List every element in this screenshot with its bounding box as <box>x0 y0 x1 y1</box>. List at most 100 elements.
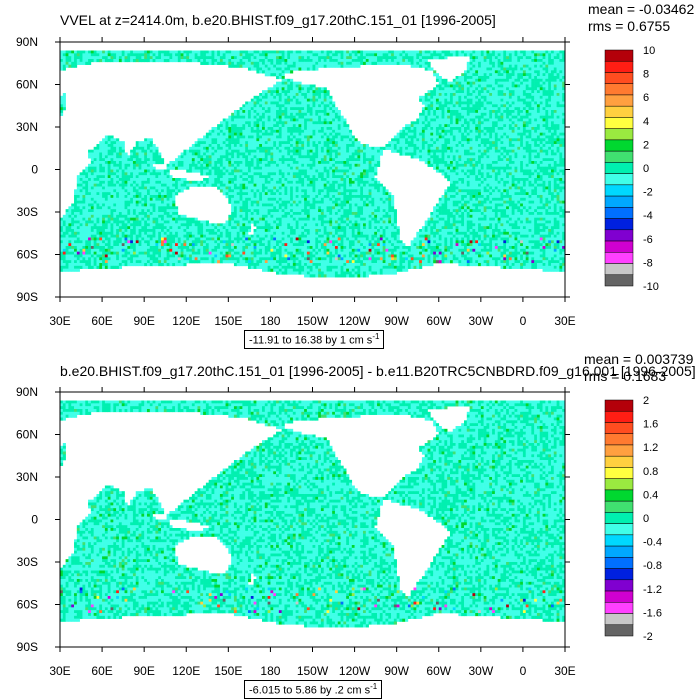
field-cell <box>553 107 557 111</box>
field-cell <box>306 50 310 54</box>
field-cell <box>531 81 535 85</box>
field-cell <box>517 93 521 97</box>
field-cell <box>146 53 151 57</box>
field-cell <box>458 138 462 142</box>
field-cell <box>312 172 316 176</box>
field-cell <box>217 141 221 145</box>
field-cell <box>410 56 414 60</box>
field-cell <box>318 135 322 139</box>
field-cell <box>189 163 193 167</box>
field-cell <box>141 56 145 60</box>
field-cell <box>539 146 543 150</box>
field-cell <box>492 152 496 156</box>
field-cell <box>267 121 271 125</box>
field-cell <box>550 124 555 128</box>
field-cell <box>351 149 355 153</box>
field-cell <box>287 50 291 54</box>
field-cell <box>245 172 249 176</box>
field-cell <box>309 87 313 91</box>
field-cell <box>177 53 181 57</box>
field-cell <box>256 70 260 74</box>
field-cell <box>377 152 381 156</box>
field-cell <box>508 115 512 119</box>
field-cell <box>309 132 313 136</box>
field-cell <box>522 141 527 145</box>
field-cell <box>483 70 487 74</box>
field-cell <box>236 61 240 65</box>
field-cell <box>239 56 243 60</box>
field-cell <box>486 155 490 159</box>
field-cell <box>180 152 184 156</box>
field-cell <box>256 129 260 133</box>
field-cell <box>506 118 510 122</box>
field-cell <box>256 53 260 57</box>
field-cell <box>309 115 313 119</box>
field-cell <box>497 70 501 74</box>
field-cell <box>107 158 111 162</box>
field-cell <box>337 112 341 116</box>
field-cell <box>247 50 252 54</box>
field-cell <box>276 166 280 170</box>
field-cell <box>548 67 552 71</box>
field-cell <box>149 53 153 57</box>
field-cell <box>155 172 159 176</box>
field-cell <box>508 104 512 108</box>
field-cell <box>542 118 546 122</box>
field-cell <box>419 61 423 65</box>
field-cell <box>239 129 243 133</box>
field-cell <box>416 61 420 65</box>
field-cell <box>511 110 515 114</box>
field-cell <box>371 161 375 165</box>
field-cell <box>340 152 344 156</box>
field-cell <box>371 155 375 159</box>
field-cell <box>508 107 512 111</box>
field-cell <box>562 107 566 111</box>
field-cell <box>542 155 546 159</box>
field-cell <box>214 144 218 148</box>
field-cell <box>545 118 549 122</box>
field-cell <box>180 161 184 165</box>
field-cell <box>562 67 566 71</box>
field-cell <box>553 73 557 77</box>
field-cell <box>363 172 367 176</box>
field-cell <box>329 61 333 65</box>
field-cell <box>430 138 434 142</box>
field-cell <box>284 107 288 111</box>
field-cell <box>469 166 473 170</box>
field-cell <box>189 152 193 156</box>
field-cell <box>326 121 330 125</box>
field-cell <box>483 132 487 136</box>
field-cell <box>225 56 229 60</box>
field-cell <box>539 149 543 153</box>
field-cell <box>138 175 142 179</box>
field-cell <box>427 98 431 102</box>
field-cell <box>270 73 274 77</box>
field-cell <box>172 161 176 165</box>
field-cell <box>276 107 280 111</box>
field-cell <box>562 76 566 80</box>
field-cell <box>399 56 403 60</box>
field-cell <box>346 56 350 60</box>
field-cell <box>144 169 148 173</box>
field-cell <box>475 121 479 125</box>
field-cell <box>287 98 291 102</box>
field-cell <box>514 98 518 102</box>
field-cell <box>559 67 563 71</box>
field-cell <box>304 172 308 176</box>
field-cell <box>99 152 103 156</box>
field-cell <box>427 155 431 159</box>
field-cell <box>452 104 456 108</box>
field-cell <box>253 155 257 159</box>
field-cell <box>326 115 330 119</box>
field-cell <box>374 163 378 167</box>
field-cell <box>562 64 566 68</box>
field-cell <box>225 59 229 63</box>
field-cell <box>550 53 555 57</box>
field-cell <box>391 141 395 145</box>
field-cell <box>306 110 310 114</box>
field-cell <box>332 121 336 125</box>
field-cell <box>225 127 229 131</box>
field-cell <box>298 127 302 131</box>
field-cell <box>267 50 271 54</box>
field-cell <box>217 138 221 142</box>
